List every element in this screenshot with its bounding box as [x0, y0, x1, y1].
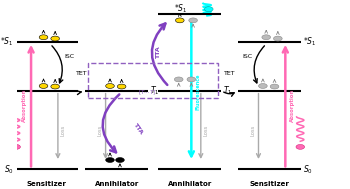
Circle shape	[117, 84, 126, 89]
Circle shape	[262, 35, 271, 40]
Text: ISC: ISC	[242, 54, 252, 59]
Bar	[89, 63, 218, 98]
Text: TET: TET	[224, 71, 236, 76]
Text: $*S_1$: $*S_1$	[0, 36, 14, 48]
Text: Annihilator: Annihilator	[168, 181, 212, 187]
Text: $*S_1$: $*S_1$	[174, 3, 187, 15]
Text: TTA: TTA	[156, 46, 161, 59]
Circle shape	[39, 35, 48, 40]
Text: Sensitizer: Sensitizer	[250, 181, 289, 187]
Text: Loss: Loss	[251, 124, 256, 136]
Circle shape	[187, 77, 196, 82]
Circle shape	[259, 84, 267, 88]
Circle shape	[106, 84, 114, 88]
Circle shape	[189, 18, 197, 23]
Text: $S_0$: $S_0$	[4, 163, 14, 176]
Circle shape	[174, 77, 183, 82]
Text: ISC: ISC	[64, 54, 74, 59]
Circle shape	[39, 84, 48, 88]
Circle shape	[51, 36, 60, 41]
Circle shape	[273, 36, 282, 41]
Text: Loss: Loss	[98, 124, 103, 136]
Circle shape	[106, 158, 114, 163]
Circle shape	[175, 18, 184, 23]
Text: Fluorescence: Fluorescence	[196, 73, 201, 110]
Text: Absorption: Absorption	[289, 89, 294, 122]
Text: $*S_1$: $*S_1$	[303, 36, 316, 48]
Text: TET: TET	[76, 71, 88, 76]
Text: Annihilator: Annihilator	[94, 181, 139, 187]
Text: $T_1$: $T_1$	[223, 84, 232, 97]
Circle shape	[51, 84, 60, 89]
Text: TTA: TTA	[133, 122, 144, 135]
Circle shape	[12, 144, 20, 149]
Circle shape	[296, 144, 304, 149]
Text: Loss: Loss	[204, 124, 209, 136]
Circle shape	[116, 158, 124, 163]
Circle shape	[204, 7, 213, 12]
Text: Loss: Loss	[61, 124, 66, 136]
Text: $[T\cdots T]$: $[T\cdots T]$	[138, 89, 155, 97]
Text: $T_1$: $T_1$	[150, 84, 159, 97]
Circle shape	[270, 84, 279, 89]
Text: Sensitizer: Sensitizer	[27, 181, 67, 187]
Text: $S_0$: $S_0$	[303, 163, 313, 176]
Text: Absorption: Absorption	[22, 89, 27, 122]
